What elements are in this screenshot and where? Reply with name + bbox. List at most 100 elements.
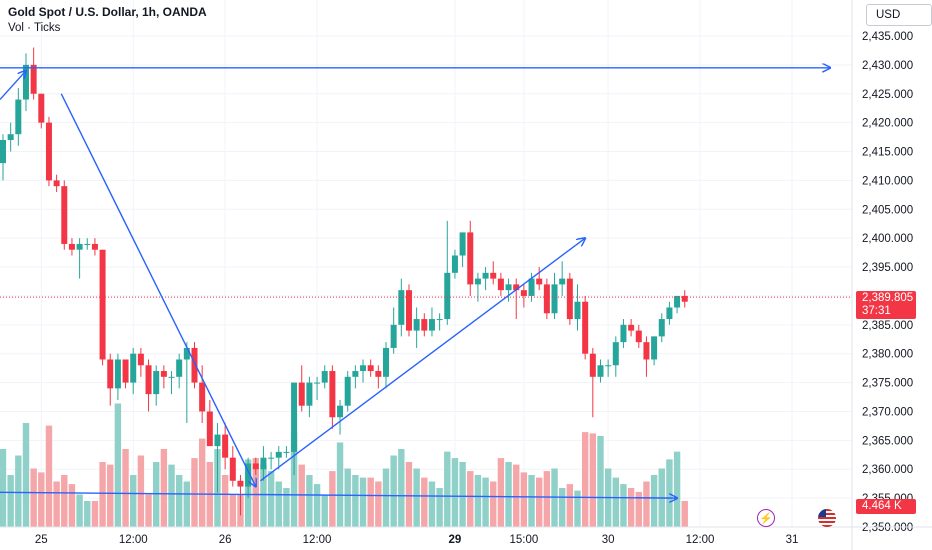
volume-bar (490, 481, 497, 527)
price-tick-label: 2,425.000 (862, 89, 913, 101)
volume-bar (321, 494, 328, 527)
volume-bar (344, 468, 351, 527)
candle-body (191, 347, 198, 383)
volume-bar (153, 462, 160, 527)
volume-bar (558, 488, 566, 527)
candle-body (314, 382, 321, 384)
candle-body (122, 359, 129, 383)
candle-body (605, 365, 612, 367)
volume-bar (520, 472, 528, 527)
candle-body (513, 284, 520, 291)
volume-bar (168, 464, 175, 527)
volume-bar (428, 481, 436, 527)
candle-body (490, 272, 497, 279)
volume-bar (191, 458, 198, 527)
candle-body (635, 330, 642, 343)
volume-bar (290, 432, 298, 527)
candle-body (199, 382, 206, 412)
candle-body (505, 284, 512, 291)
volume-bar (145, 494, 152, 527)
candlesticks (0, 47, 852, 516)
volume-bar (130, 475, 137, 527)
candle-body (451, 255, 458, 273)
price-tick-label: 2,385.000 (862, 320, 913, 332)
volume-bar (635, 491, 642, 527)
candle-body (337, 405, 344, 418)
candle-body (153, 371, 160, 395)
volume-bar (114, 403, 122, 527)
candle-body (390, 324, 397, 348)
volume-bar (681, 501, 688, 527)
candle-body (222, 434, 229, 458)
volume-bar (536, 477, 543, 527)
volume-bar (513, 464, 520, 527)
chart-legend: Gold Spot / U.S. Dollar, 1h, OANDA Vol ·… (8, 4, 207, 36)
time-tick-label: 31 (786, 534, 799, 546)
candle-body (612, 342, 619, 366)
volume-bar (68, 484, 76, 527)
volume-bar (666, 459, 673, 527)
candle-body (298, 382, 305, 406)
bar-countdown: 37:31 (862, 305, 891, 318)
candle-body (22, 64, 29, 100)
volume-bar (405, 462, 413, 527)
candle-body (245, 463, 252, 487)
volume-bar (275, 481, 282, 527)
candle-body (559, 278, 566, 285)
candle-body (229, 457, 236, 481)
candle-body (38, 93, 45, 123)
candle-body (160, 371, 167, 377)
candle-body (360, 365, 367, 372)
candle-body (597, 365, 604, 377)
candle-body (566, 278, 573, 320)
candle-body (7, 134, 14, 140)
last-price-value: 2,389.805 (862, 292, 914, 305)
volume-bar (198, 438, 206, 527)
volume-bar (283, 488, 290, 527)
volume-bar (421, 477, 428, 527)
volume-bar (467, 471, 474, 527)
candle-body (367, 365, 374, 372)
time-tick-label: 12:00 (119, 534, 148, 546)
candle-body (329, 371, 336, 418)
candle-body (260, 457, 267, 470)
trend-arrow (260, 238, 585, 482)
volume-bar (252, 458, 259, 527)
price-tick-label: 2,420.000 (862, 118, 913, 130)
last-volume-label: 4.464 K (856, 499, 916, 514)
volume-bar (528, 475, 535, 527)
candle-body (130, 353, 137, 383)
volume-bar (497, 458, 505, 527)
candle-body (291, 382, 298, 452)
candle-body (681, 295, 688, 302)
price-tick-label: 2,350.000 (862, 522, 913, 534)
volume-bar (267, 471, 275, 527)
lightning-icon[interactable]: ⚡ (757, 509, 775, 527)
candle-body (168, 376, 175, 378)
candle-body (176, 359, 183, 377)
candle-body (206, 411, 213, 447)
candle-body (543, 284, 550, 314)
price-axis: 2,435.000 2,430.000 2,425.000 2,420.000 2,41… (851, 0, 913, 550)
price-tick-label: 2,375.000 (862, 378, 913, 390)
candle-body (582, 301, 589, 354)
price-tick-label: 2,430.000 (862, 60, 913, 72)
candle-body (321, 371, 328, 383)
candle-body (45, 122, 52, 181)
candle-body (436, 319, 443, 321)
price-tick-label: 2,380.000 (862, 349, 913, 361)
trend-arrow (60, 93, 256, 487)
volume-bar (61, 475, 68, 527)
candle-body (383, 347, 389, 377)
time-tick-label: 30 (602, 534, 615, 546)
volume-bar (482, 477, 489, 527)
currency-button[interactable]: USD (866, 4, 932, 26)
volume-bar (375, 481, 382, 527)
candle-body (628, 324, 635, 331)
time-tick-label: 12:00 (303, 534, 332, 546)
volume-bar (612, 477, 619, 527)
volume-bar (620, 484, 627, 527)
us-flag-icon[interactable] (818, 509, 836, 527)
candle-body (674, 295, 681, 308)
